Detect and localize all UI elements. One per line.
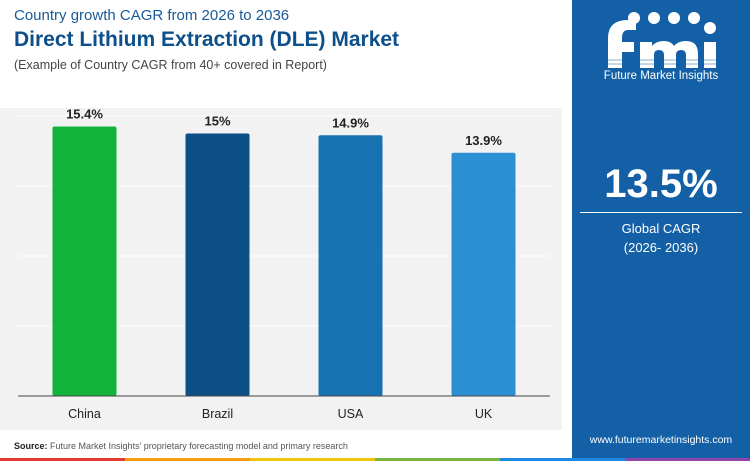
stripe-segment: [0, 458, 125, 461]
stripe-segment: [250, 458, 375, 461]
stripe-segment: [375, 458, 500, 461]
global-cagr-label-line1: Global CAGR: [621, 221, 701, 236]
x-tick-label-usa: USA: [338, 407, 364, 421]
chart-subtitle: Country growth CAGR from 2026 to 2036: [14, 7, 290, 24]
fmi-logo: [608, 12, 716, 68]
divider: [580, 212, 742, 213]
bar-china: [52, 126, 117, 396]
x-tick-label-uk: UK: [475, 407, 493, 421]
bottom-color-stripe: [0, 458, 750, 461]
data-label-brazil: 15%: [204, 114, 230, 129]
bar-usa: [318, 135, 383, 396]
bar-uk: [451, 152, 516, 396]
x-tick-label-china: China: [68, 407, 101, 421]
bar-brazil: [185, 133, 250, 396]
logo-text: Future Market Insights: [603, 70, 719, 82]
stripe-segment: [625, 458, 750, 461]
bar-chart: 15.4% China 15% Brazil 14.9% USA 13.9% UK: [18, 108, 550, 421]
source-note: Source: Future Market Insights' propriet…: [14, 441, 348, 451]
source-label: Source:: [14, 441, 48, 451]
stripe-segment: [125, 458, 250, 461]
data-label-usa: 14.9%: [332, 115, 369, 130]
data-label-china: 15.4%: [66, 108, 103, 122]
chart-area: 15.4% China 15% Brazil 14.9% USA 13.9% UK: [0, 108, 562, 430]
header: Country growth CAGR from 2026 to 2036 Di…: [14, 6, 559, 75]
chart-note: (Example of Country CAGR from 40+ covere…: [14, 58, 327, 72]
global-cagr-label: Global CAGR (2026- 2036): [572, 219, 750, 257]
side-panel: [572, 0, 750, 461]
website-link[interactable]: www.futuremarketinsights.com: [589, 434, 733, 446]
stripe-segment: [500, 458, 625, 461]
chart-title: Direct Lithium Extraction (DLE) Market: [14, 28, 400, 51]
data-label-uk: 13.9%: [465, 133, 502, 148]
x-tick-label-brazil: Brazil: [202, 407, 233, 421]
global-cagr-period: (2026- 2036): [623, 240, 699, 255]
source-text: Future Market Insights' proprietary fore…: [50, 441, 348, 451]
global-cagr-value: 13.5%: [604, 162, 718, 206]
